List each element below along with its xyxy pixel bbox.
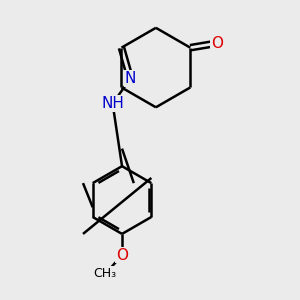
Text: NH: NH: [101, 96, 124, 111]
Text: CH₃: CH₃: [93, 267, 116, 280]
Text: O: O: [211, 36, 223, 51]
Text: O: O: [116, 248, 128, 262]
Text: N: N: [124, 71, 136, 86]
